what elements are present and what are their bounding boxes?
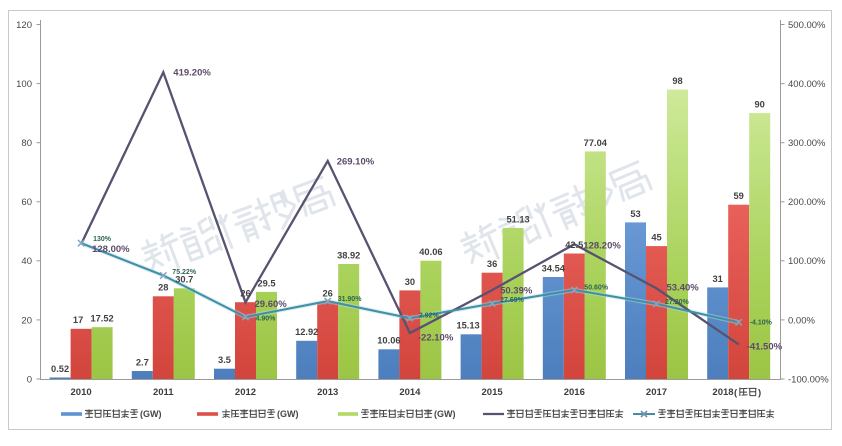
- svg-text:50.39%: 50.39%: [500, 286, 533, 297]
- svg-text:2011: 2011: [153, 387, 174, 398]
- svg-text:75.22%: 75.22%: [172, 269, 197, 276]
- svg-text:2016: 2016: [564, 387, 585, 398]
- svg-text:17: 17: [73, 315, 83, 325]
- svg-text:2014: 2014: [399, 387, 421, 398]
- svg-text:31.90%: 31.90%: [338, 296, 363, 303]
- svg-text:10.06: 10.06: [377, 336, 400, 346]
- svg-text:30.7: 30.7: [175, 275, 193, 285]
- svg-text:2012: 2012: [235, 387, 256, 398]
- svg-text:29.60%: 29.60%: [255, 299, 288, 310]
- svg-text:0.52: 0.52: [51, 364, 69, 374]
- svg-text:20: 20: [21, 315, 32, 326]
- svg-text:60: 60: [21, 197, 32, 208]
- svg-text:17.52: 17.52: [90, 314, 113, 324]
- svg-text:3.5: 3.5: [218, 355, 231, 365]
- svg-text:200.00%: 200.00%: [788, 197, 826, 208]
- svg-text:29.5: 29.5: [257, 278, 275, 288]
- svg-text:(: (: [734, 388, 738, 399]
- svg-text:(GW): (GW): [434, 409, 456, 419]
- svg-text:80: 80: [21, 138, 32, 149]
- svg-text:128.20%: 128.20%: [583, 241, 621, 252]
- svg-text:400.00%: 400.00%: [788, 79, 826, 90]
- svg-text:34.54: 34.54: [542, 263, 566, 273]
- svg-text:31: 31: [713, 274, 723, 284]
- svg-text:128.00%: 128.00%: [92, 244, 130, 255]
- svg-text:120: 120: [16, 20, 32, 31]
- svg-text:53.40%: 53.40%: [667, 283, 700, 294]
- svg-text:-22.10%: -22.10%: [418, 332, 454, 343]
- svg-text:15.13: 15.13: [456, 321, 479, 331]
- svg-text:-100.00%: -100.00%: [788, 374, 829, 385]
- svg-text:51.13: 51.13: [506, 214, 529, 224]
- svg-text:59: 59: [734, 191, 744, 201]
- svg-text:90: 90: [755, 100, 765, 110]
- svg-text:2018: 2018: [712, 387, 733, 398]
- svg-text:130%: 130%: [93, 236, 112, 243]
- svg-text:30: 30: [405, 277, 415, 287]
- svg-text:500.00%: 500.00%: [788, 20, 826, 31]
- svg-text:98: 98: [672, 76, 682, 86]
- svg-text:2010: 2010: [71, 387, 92, 398]
- svg-text:): ): [758, 388, 761, 399]
- svg-text:2.7: 2.7: [136, 357, 149, 367]
- svg-text:27.69%: 27.69%: [500, 297, 525, 304]
- svg-text:(GW): (GW): [277, 409, 299, 419]
- svg-text:-41.50%: -41.50%: [747, 341, 783, 352]
- svg-text:26: 26: [323, 289, 333, 299]
- svg-text:2017: 2017: [646, 387, 667, 398]
- svg-text:4.90%: 4.90%: [256, 316, 277, 323]
- svg-text:40.06: 40.06: [419, 247, 442, 257]
- svg-text:300.00%: 300.00%: [788, 138, 826, 149]
- svg-text:2015: 2015: [482, 387, 504, 398]
- svg-text:0: 0: [27, 374, 32, 385]
- svg-text:53: 53: [630, 209, 640, 219]
- svg-text:2013: 2013: [317, 387, 338, 398]
- svg-text:50.60%: 50.60%: [584, 285, 609, 292]
- svg-text:40: 40: [21, 256, 32, 267]
- svg-text:0.00%: 0.00%: [788, 315, 815, 326]
- svg-text:(GW): (GW): [140, 409, 162, 419]
- svg-text:100.00%: 100.00%: [788, 256, 826, 267]
- svg-text:2.92%: 2.92%: [419, 313, 440, 320]
- svg-text:26: 26: [240, 289, 250, 299]
- svg-text:45: 45: [651, 233, 661, 243]
- svg-text:419.20%: 419.20%: [173, 68, 211, 79]
- svg-text:28: 28: [158, 283, 168, 293]
- svg-text:27.20%: 27.20%: [665, 299, 690, 306]
- svg-text:100: 100: [16, 79, 32, 90]
- svg-text:42.5: 42.5: [565, 240, 583, 250]
- svg-text:38.92: 38.92: [337, 250, 360, 260]
- svg-text:-4.10%: -4.10%: [750, 319, 773, 326]
- svg-text:269.10%: 269.10%: [337, 156, 375, 167]
- svg-text:12.92: 12.92: [295, 327, 318, 337]
- svg-text:36: 36: [487, 259, 497, 269]
- svg-text:77.04: 77.04: [584, 138, 608, 148]
